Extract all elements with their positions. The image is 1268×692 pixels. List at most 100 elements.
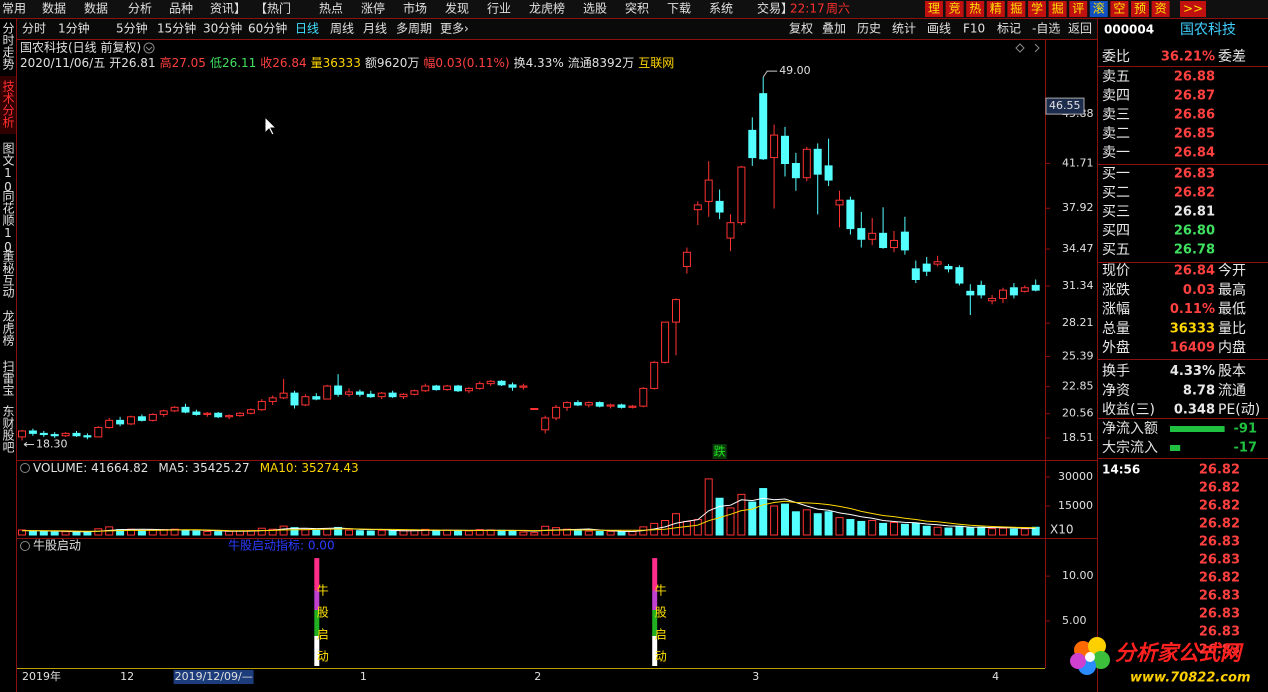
- quick-icon-box[interactable]: [986, 1, 1005, 17]
- dropdown-icon[interactable]: [20, 463, 30, 473]
- volume-bar: [290, 527, 299, 536]
- tool-button[interactable]: 历史: [857, 22, 881, 36]
- side-tab[interactable]: 东财股吧: [1, 405, 15, 453]
- ma-line: [22, 500, 1036, 532]
- quick-icon[interactable]: 评: [1072, 2, 1084, 16]
- quick-icon[interactable]: 掘: [1010, 1, 1022, 16]
- row-value: 26.85: [1174, 127, 1215, 142]
- y-tick-label: 41.71: [1062, 156, 1094, 169]
- diamond-icon[interactable]: [1015, 43, 1025, 53]
- period-button[interactable]: 更多›: [440, 22, 469, 36]
- tool-button[interactable]: 叠加: [822, 22, 846, 36]
- quick-icon-box[interactable]: [1110, 1, 1129, 17]
- side-tab[interactable]: 分时走势: [1, 22, 15, 70]
- candle-body: [813, 148, 822, 175]
- menu-item[interactable]: 选股: [583, 2, 607, 16]
- side-tab[interactable]: 技术分析: [1, 80, 15, 129]
- menu-item[interactable]: 系统: [709, 2, 733, 16]
- quick-icon-box[interactable]: [1048, 1, 1067, 17]
- tool-button[interactable]: 返回: [1068, 22, 1092, 36]
- info-item: 2020/11/06/五: [20, 56, 105, 70]
- period-button[interactable]: 30分钟: [203, 21, 242, 36]
- period-button[interactable]: 月线: [363, 22, 387, 36]
- menu-item[interactable]: 突积: [625, 1, 649, 16]
- candle-body: [486, 380, 495, 385]
- period-button[interactable]: 15分钟: [157, 21, 196, 36]
- row-value: 26.82: [1174, 186, 1215, 201]
- menu-item[interactable]: 分析: [128, 2, 152, 16]
- quick-icon-box[interactable]: [1007, 1, 1026, 17]
- menu-item[interactable]: 常用: [2, 2, 26, 16]
- row-value: 26.78: [1174, 243, 1215, 258]
- dropdown-icon[interactable]: [20, 541, 30, 551]
- volume-bar: [72, 531, 81, 536]
- quick-icon[interactable]: 资: [1155, 2, 1167, 16]
- tool-button[interactable]: -自选: [1032, 22, 1060, 36]
- menu-item[interactable]: 资讯】: [210, 2, 246, 16]
- tool-button[interactable]: F10: [963, 22, 985, 36]
- quick-icon[interactable]: 精: [990, 2, 1002, 16]
- side-tab[interactable]: 扫雷宝: [1, 360, 15, 396]
- side-tab[interactable]: 龙虎榜: [1, 310, 15, 347]
- quick-icon-box[interactable]: [945, 1, 964, 17]
- menu-item[interactable]: 热点: [319, 2, 343, 16]
- period-button[interactable]: 1分钟: [58, 21, 90, 36]
- quick-icon-box[interactable]: [925, 1, 943, 17]
- quick-icon[interactable]: 热: [969, 2, 981, 16]
- period-button[interactable]: 分时: [22, 22, 46, 36]
- period-button[interactable]: 日线: [295, 22, 319, 36]
- candle-body: [257, 400, 266, 411]
- quick-icon-box[interactable]: [966, 1, 985, 17]
- side-tab[interactable]: 图文10: [1, 142, 15, 194]
- quick-icon-box[interactable]: [1069, 1, 1088, 17]
- signal-bar: [314, 558, 320, 666]
- collapse-icon[interactable]: [1034, 43, 1040, 53]
- quick-icon[interactable]: 理: [928, 2, 940, 16]
- quick-icon-box[interactable]: [1180, 1, 1206, 17]
- period-button[interactable]: 周线: [330, 22, 354, 36]
- quick-icon[interactable]: 滚: [1093, 1, 1105, 16]
- menu-item[interactable]: 数据: [84, 1, 108, 16]
- dropdown-icon[interactable]: [143, 42, 155, 54]
- info-item: 高27.05: [160, 55, 206, 70]
- quick-icon[interactable]: 预: [1134, 2, 1146, 16]
- candle-body: [268, 397, 277, 402]
- side-tab[interactable]: 董秘互动: [1, 250, 15, 298]
- tool-button[interactable]: 统计: [892, 22, 916, 36]
- quick-icon[interactable]: 竞: [949, 2, 961, 16]
- period-button[interactable]: 60分钟: [248, 21, 287, 36]
- tool-button[interactable]: 标记: [997, 22, 1021, 36]
- quick-icon[interactable]: 学: [1031, 1, 1043, 16]
- menu-item[interactable]: 龙虎榜: [529, 1, 565, 16]
- y-tick-label: 31.34: [1062, 279, 1094, 292]
- quick-icon-box[interactable]: [1089, 1, 1108, 17]
- quick-icon-box[interactable]: [1028, 1, 1046, 17]
- period-button[interactable]: 多周期: [396, 22, 432, 36]
- tool-button[interactable]: 画线: [927, 22, 951, 36]
- quick-icon[interactable]: 掘: [1052, 1, 1064, 16]
- volume-bar: [977, 526, 986, 536]
- menu-item[interactable]: 数据: [42, 1, 66, 16]
- side-tab[interactable]: 同花顺10: [1, 190, 15, 254]
- quick-icon[interactable]: 空: [1113, 2, 1125, 16]
- tool-button[interactable]: 复权: [789, 22, 813, 36]
- menu-item[interactable]: 发现: [445, 1, 469, 16]
- period-button[interactable]: 5分钟: [116, 21, 148, 36]
- candle-body: [704, 179, 713, 202]
- menu-item[interactable]: 行业: [487, 2, 511, 16]
- quick-icon[interactable]: >>: [1183, 2, 1203, 16]
- candle-body: [563, 402, 571, 408]
- menu-item[interactable]: 涨停: [361, 1, 385, 16]
- menu-item[interactable]: 下载: [667, 2, 691, 16]
- quick-icon-box[interactable]: [1151, 1, 1170, 17]
- row-label: 买五: [1102, 242, 1130, 258]
- volume-bar: [835, 517, 844, 536]
- menu-item[interactable]: 交易】: [757, 1, 793, 16]
- candle-body: [170, 406, 179, 412]
- menu-item[interactable]: 品种: [169, 2, 193, 16]
- menu-item[interactable]: 【热门: [255, 1, 291, 16]
- quick-icon-box[interactable]: [1131, 1, 1149, 17]
- volume-bar: [781, 503, 789, 536]
- menu-item[interactable]: 市场: [403, 1, 427, 16]
